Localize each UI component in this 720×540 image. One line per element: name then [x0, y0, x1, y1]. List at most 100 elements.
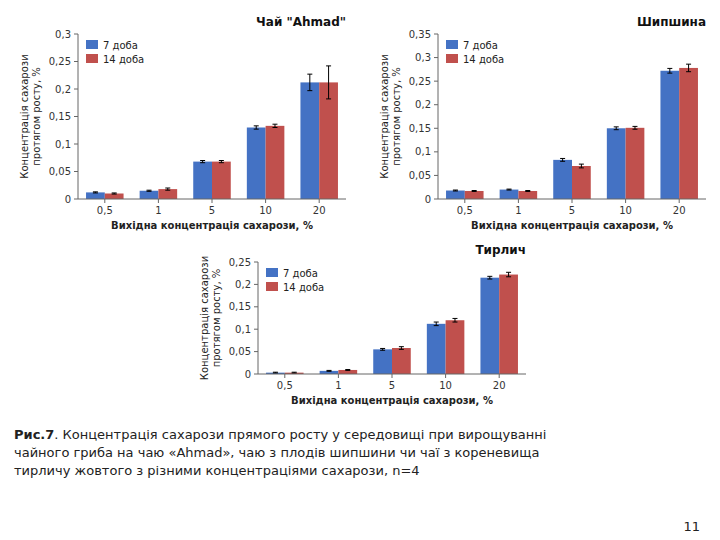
error-bar — [487, 276, 492, 279]
error-bar — [327, 370, 332, 372]
plot-area — [266, 272, 518, 374]
error-cap — [686, 64, 691, 65]
x-tick — [445, 374, 446, 378]
y-tick — [74, 171, 78, 172]
y-tick-label: 0,05 — [49, 166, 71, 177]
error-bar — [579, 164, 584, 168]
error-line — [436, 322, 437, 326]
y-tick — [434, 199, 438, 200]
y-tick — [74, 34, 78, 35]
y-tick-label: 0,25 — [409, 76, 431, 87]
y-axis — [438, 34, 439, 199]
error-cap — [200, 162, 205, 163]
legend-label: 7 доба — [463, 40, 498, 51]
y-tick-label: 0,1 — [235, 324, 251, 335]
x-tick-label: 0,5 — [457, 205, 473, 216]
chart-title: Тирлич — [475, 243, 526, 257]
y-tick — [74, 144, 78, 145]
error-cap — [453, 190, 458, 191]
legend-swatch — [446, 40, 458, 49]
y-axis-label: Концентрація сахарози — [19, 54, 30, 178]
bar — [500, 190, 519, 199]
error-bar — [292, 372, 297, 374]
legend-label: 14 доба — [103, 54, 144, 65]
y-tick-label: 0,15 — [229, 301, 251, 312]
error-bar — [147, 190, 152, 191]
error-bar — [272, 124, 277, 127]
y-tick-label: 0,25 — [229, 257, 251, 268]
error-bar — [200, 161, 205, 163]
bar — [193, 162, 212, 199]
bar — [518, 191, 537, 199]
error-bar — [632, 126, 637, 129]
legend: 7 доба14 доба — [86, 40, 144, 65]
chart-title: Шипшина — [637, 15, 706, 29]
bar — [572, 166, 591, 199]
y-tick-label: 0,3 — [55, 29, 71, 40]
legend-swatch — [86, 54, 98, 63]
error-bar — [345, 369, 350, 371]
bar — [319, 82, 338, 199]
plot-area — [446, 64, 698, 199]
x-tick-label: 5 — [209, 205, 215, 216]
error-cap — [326, 98, 331, 99]
bar — [247, 128, 266, 200]
error-bar — [434, 322, 439, 326]
y-axis-label: Концентрація сахарози — [379, 54, 390, 178]
y-tick — [254, 351, 258, 352]
error-cap — [273, 373, 278, 374]
y-tick — [74, 199, 78, 200]
error-bar — [667, 68, 672, 73]
error-cap — [452, 318, 457, 319]
error-bar — [614, 127, 619, 130]
y-axis-label: протягом росту, % — [31, 67, 42, 166]
y-tick — [434, 57, 438, 58]
chart: 00,050,10,150,20,250,30,5151020Вихідна к… — [19, 15, 346, 231]
y-tick-label: 0,15 — [49, 111, 71, 122]
x-axis-label: Вихідна концентрація сахарози, % — [471, 220, 673, 231]
error-bar — [686, 64, 691, 72]
x-tick — [284, 374, 285, 378]
bar — [300, 82, 319, 199]
y-axis-label: протягом росту, % — [391, 67, 402, 166]
error-bar — [453, 190, 458, 192]
x-tick-label: 0,5 — [277, 380, 293, 391]
error-cap — [254, 129, 259, 130]
error-bar — [112, 193, 117, 194]
y-tick-label: 0 — [425, 194, 431, 205]
error-cap — [93, 192, 98, 193]
error-cap — [219, 162, 224, 163]
y-tick-label: 0,3 — [415, 52, 431, 63]
error-cap — [507, 189, 512, 190]
error-line — [309, 74, 310, 91]
y-tick-label: 0,05 — [229, 346, 251, 357]
error-bar — [307, 74, 312, 91]
bar — [373, 349, 392, 374]
bar — [626, 128, 645, 199]
x-tick — [392, 374, 393, 378]
x-tick-label: 5 — [569, 205, 575, 216]
x-tick-label: 10 — [439, 380, 452, 391]
x-tick-label: 1 — [515, 205, 521, 216]
x-axis-label: Вихідна концентрація сахарози, % — [291, 395, 493, 406]
legend: 7 доба14 доба — [266, 268, 324, 293]
y-tick-label: 0,1 — [415, 146, 431, 157]
x-tick-label: 1 — [335, 380, 341, 391]
y-tick — [434, 128, 438, 129]
chart: 00,050,10,150,20,250,30,350,5151020Вихід… — [379, 15, 706, 231]
y-axis — [258, 262, 259, 374]
error-cap — [112, 192, 117, 193]
error-cap — [292, 372, 297, 373]
error-cap — [434, 325, 439, 326]
error-cap — [273, 372, 278, 373]
y-tick-label: 0,2 — [55, 84, 71, 95]
y-tick — [254, 262, 258, 263]
y-tick — [254, 306, 258, 307]
error-cap — [399, 349, 404, 350]
x-tick — [319, 199, 320, 203]
error-cap — [345, 370, 350, 371]
y-axis-label: протягом росту, % — [211, 269, 222, 368]
x-tick-label: 20 — [313, 205, 326, 216]
y-tick-label: 0,05 — [409, 170, 431, 181]
x-tick — [212, 199, 213, 203]
